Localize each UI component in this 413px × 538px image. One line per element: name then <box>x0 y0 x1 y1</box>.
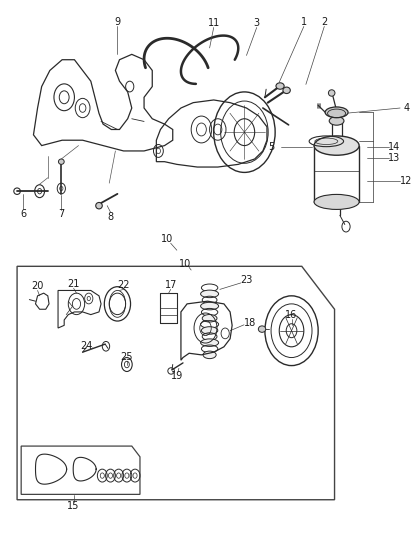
Ellipse shape <box>275 83 283 89</box>
Ellipse shape <box>328 90 334 96</box>
Text: 10: 10 <box>160 235 172 244</box>
Ellipse shape <box>202 315 216 322</box>
Text: 16: 16 <box>285 309 297 320</box>
Ellipse shape <box>201 327 217 334</box>
Text: 25: 25 <box>120 352 133 362</box>
Text: 6: 6 <box>20 209 26 220</box>
Text: 5: 5 <box>267 141 273 152</box>
Ellipse shape <box>328 117 343 125</box>
Ellipse shape <box>258 326 265 332</box>
Text: 13: 13 <box>387 153 399 164</box>
Text: 24: 24 <box>81 341 93 351</box>
Text: 22: 22 <box>117 280 130 290</box>
Text: 9: 9 <box>114 17 120 27</box>
Text: 23: 23 <box>240 275 252 285</box>
Text: 8: 8 <box>107 213 113 223</box>
Ellipse shape <box>202 351 216 359</box>
Text: 2: 2 <box>320 17 327 27</box>
Text: 11: 11 <box>207 18 219 28</box>
Ellipse shape <box>200 290 218 298</box>
Text: 7: 7 <box>58 209 64 220</box>
Text: 10: 10 <box>178 259 191 268</box>
Ellipse shape <box>200 339 218 346</box>
Text: 1: 1 <box>300 17 306 27</box>
Text: 19: 19 <box>170 371 183 381</box>
Text: 18: 18 <box>243 317 255 328</box>
Text: 15: 15 <box>67 501 80 511</box>
Ellipse shape <box>58 159 64 165</box>
Text: 4: 4 <box>402 103 408 113</box>
Text: 20: 20 <box>31 281 44 291</box>
Ellipse shape <box>282 87 290 94</box>
Ellipse shape <box>324 107 347 118</box>
Text: 12: 12 <box>399 176 411 186</box>
Text: 3: 3 <box>253 18 259 28</box>
Text: 14: 14 <box>387 141 399 152</box>
Text: 21: 21 <box>67 279 80 289</box>
Ellipse shape <box>313 194 358 209</box>
Ellipse shape <box>313 136 358 155</box>
Ellipse shape <box>200 302 218 310</box>
Ellipse shape <box>95 202 102 209</box>
Text: 17: 17 <box>164 280 176 290</box>
